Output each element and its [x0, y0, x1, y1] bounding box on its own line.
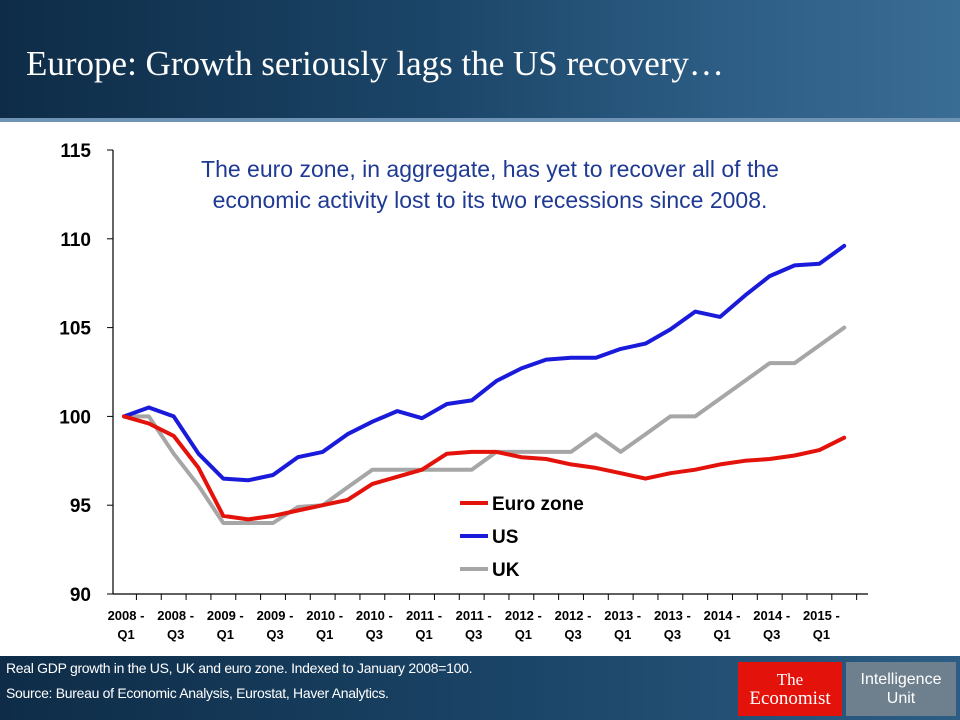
economist-logo-line1: The — [776, 670, 804, 689]
x-tick-label: 2014 - — [753, 608, 790, 623]
iu-logo-line1: Intelligence — [860, 671, 942, 688]
x-tick-label: Q1 — [415, 627, 432, 642]
legend-label: US — [492, 527, 518, 548]
x-tick-label: Q1 — [316, 627, 333, 642]
x-tick-label: Q3 — [664, 627, 681, 642]
x-tick-label: 2013 - — [604, 608, 641, 623]
y-tick-label: 115 — [60, 141, 91, 162]
x-tick-label: 2008 - — [108, 608, 145, 623]
page-title: Europe: Growth seriously lags the US rec… — [26, 44, 724, 83]
series-line-us — [122, 243, 847, 483]
economist-logo-line2: Economist — [749, 688, 831, 709]
x-tick-label: 2009 - — [257, 608, 294, 623]
x-tick-label: Q3 — [564, 627, 581, 642]
x-tick-label: Q3 — [167, 627, 184, 642]
x-tick-label: Q1 — [515, 627, 532, 642]
x-tick-label: Q3 — [266, 627, 283, 642]
x-tick-label: Q1 — [117, 627, 134, 642]
x-tick-label: Q1 — [813, 627, 830, 642]
x-tick-label: Q3 — [366, 627, 383, 642]
x-tick-label: Q1 — [713, 627, 730, 642]
x-tick-label: 2014 - — [704, 608, 741, 623]
x-tick-label: Q3 — [465, 627, 482, 642]
footer-source: Source: Bureau of Economic Analysis, Eur… — [6, 685, 389, 701]
economist-logo: The Economist — [738, 662, 842, 716]
x-tick-label: 2011 - — [456, 608, 492, 623]
series-line-euro-zone — [122, 414, 847, 522]
x-tick-label: 2013 - — [654, 608, 691, 623]
intelligence-unit-logo: Intelligence Unit — [846, 662, 956, 716]
legend-label: Euro zone — [492, 494, 584, 515]
x-tick-label: 2015 - — [803, 608, 840, 623]
x-tick-label: 2010 - — [356, 608, 393, 623]
legend-label: UK — [492, 560, 520, 581]
chart-annotation-line: economic activity lost to its two recess… — [213, 187, 768, 213]
x-tick-label: 2012 - — [505, 608, 542, 623]
title-banner-rule — [0, 118, 960, 122]
y-tick-label: 95 — [70, 496, 92, 517]
y-tick-label: 100 — [59, 407, 91, 428]
x-tick-label: Q1 — [217, 627, 234, 642]
x-tick-label: 2010 - — [306, 608, 343, 623]
x-tick-label: 2009 - — [207, 608, 244, 623]
x-tick-label: 2011 - — [406, 608, 442, 623]
chart-annotation-line: The euro zone, in aggregate, has yet to … — [201, 156, 779, 182]
x-tick-label: 2008 - — [157, 608, 194, 623]
series-line-uk — [122, 325, 847, 525]
gdp-line-chart: 90 95 100 105 110 115 2008 - Q1 2008 - Q3 2009 - Q1… — [59, 141, 868, 642]
x-tick-label: Q1 — [614, 627, 631, 642]
y-tick-label: 90 — [70, 585, 91, 606]
footer-note: Real GDP growth in the US, UK and euro z… — [6, 660, 473, 676]
y-tick-label: 105 — [59, 319, 91, 340]
iu-logo-line2: Unit — [886, 690, 916, 707]
title-banner — [0, 0, 960, 118]
x-tick-label: Q3 — [763, 627, 780, 642]
y-tick-label: 110 — [60, 230, 91, 251]
x-tick-label: 2012 - — [555, 608, 592, 623]
